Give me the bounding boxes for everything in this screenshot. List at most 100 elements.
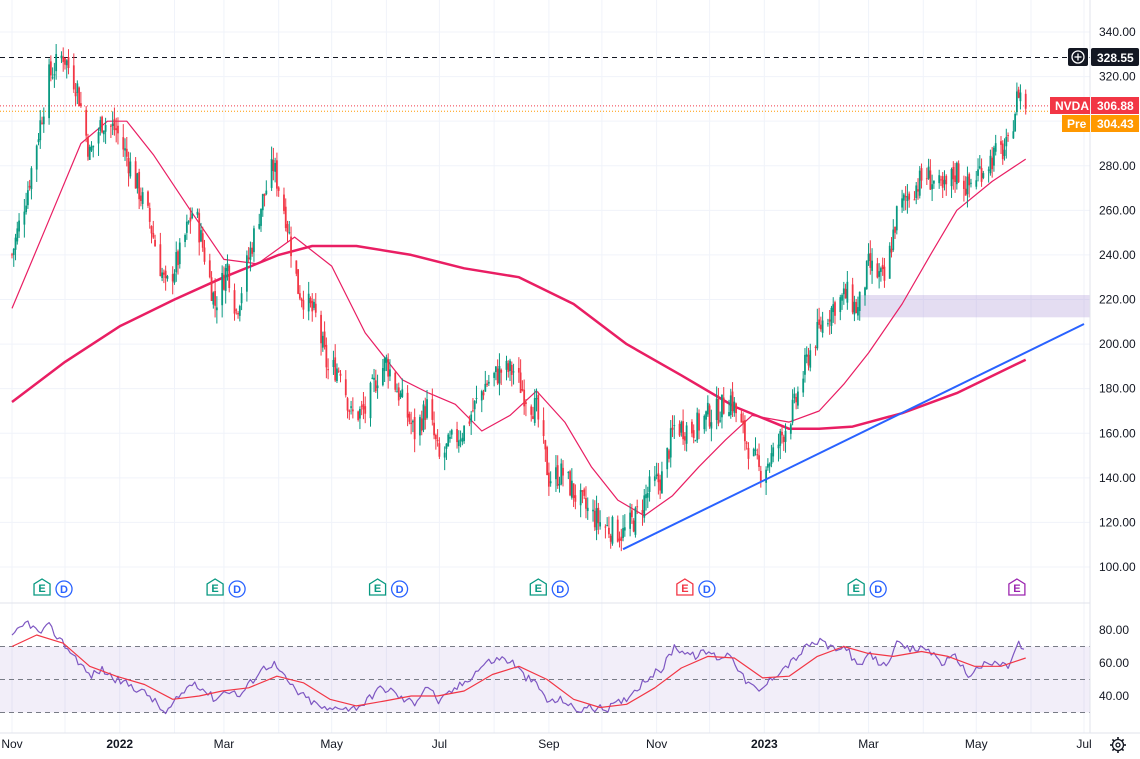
candle <box>595 495 598 541</box>
price-axis[interactable]: 340.00320.00300.00280.00260.00240.00220.… <box>1099 25 1136 574</box>
candle <box>943 170 946 191</box>
candle <box>470 410 473 435</box>
candle <box>827 318 829 327</box>
candle <box>728 399 730 417</box>
candle <box>867 243 870 266</box>
candle <box>65 59 68 79</box>
earnings-icon[interactable] <box>1008 578 1026 596</box>
dividend-icon[interactable] <box>390 580 409 598</box>
candle <box>37 133 40 146</box>
candle <box>456 421 458 449</box>
candle <box>579 483 582 518</box>
candle <box>201 226 204 252</box>
price-tick-label: 240.00 <box>1099 248 1136 262</box>
support-trendline[interactable] <box>622 323 1085 551</box>
candle <box>277 186 280 197</box>
candle <box>851 277 854 315</box>
candle <box>809 343 812 372</box>
candle <box>512 363 515 385</box>
dividend-icon[interactable] <box>228 580 246 598</box>
candle <box>332 350 335 375</box>
candle <box>215 296 218 324</box>
candle <box>339 370 342 383</box>
candle <box>846 270 849 310</box>
dividend-icon[interactable] <box>698 580 716 598</box>
time-axis[interactable]: Nov 2022 Mar May Jul Sep Nov 2023 Mar May Jul <box>1 737 1091 751</box>
candle <box>357 410 360 422</box>
candle <box>72 53 75 93</box>
candle <box>1000 136 1002 155</box>
candle <box>993 145 995 172</box>
gear-icon[interactable] <box>1110 737 1126 753</box>
candle <box>525 399 527 417</box>
candle <box>87 133 89 161</box>
candle <box>883 257 886 288</box>
candle <box>643 489 646 523</box>
candle <box>346 396 349 419</box>
candle <box>906 184 909 214</box>
candle <box>419 414 421 446</box>
candle <box>162 269 165 284</box>
candle <box>932 180 935 189</box>
candle <box>908 191 911 208</box>
candle <box>410 411 413 435</box>
earnings-icon[interactable] <box>206 578 224 596</box>
dividend-icon[interactable] <box>551 580 569 598</box>
candle <box>735 402 737 423</box>
candle <box>733 397 736 417</box>
candle <box>472 398 474 413</box>
candle <box>12 247 15 267</box>
earnings-icon[interactable] <box>368 578 387 596</box>
candle <box>249 241 252 272</box>
candle <box>90 141 93 152</box>
candle <box>1017 86 1020 99</box>
add-alert-button[interactable] <box>1068 48 1088 66</box>
candle <box>927 158 930 180</box>
candle <box>447 432 450 447</box>
earnings-icon[interactable] <box>847 578 865 596</box>
candle <box>203 239 206 265</box>
candle <box>300 297 303 308</box>
candle <box>756 448 759 460</box>
candle <box>938 169 941 189</box>
time-tick-label: May <box>320 737 343 751</box>
earnings-icon[interactable] <box>33 578 51 596</box>
candle <box>742 412 745 434</box>
earnings-icon[interactable] <box>529 578 547 596</box>
dividend-icon[interactable] <box>869 580 887 598</box>
candle <box>41 116 43 125</box>
candle <box>623 514 626 537</box>
candle <box>433 411 435 440</box>
candle <box>173 269 176 285</box>
candle <box>731 382 734 418</box>
rsi-axis[interactable]: 80.00 60.00 40.00 <box>1099 623 1129 703</box>
candle <box>389 359 391 382</box>
candle <box>426 389 428 420</box>
candle <box>842 281 845 305</box>
candle <box>844 283 847 299</box>
event-marker[interactable]: E <box>1008 578 1026 596</box>
dividend-icon[interactable] <box>55 580 73 598</box>
candle <box>11 252 13 259</box>
candle <box>918 166 921 199</box>
candle <box>397 382 400 406</box>
candle <box>777 433 780 462</box>
candle <box>816 308 819 351</box>
trendline[interactable] <box>622 323 1085 551</box>
candle <box>599 510 601 530</box>
candle <box>164 265 167 291</box>
highlight-zone[interactable] <box>859 295 1090 318</box>
candle <box>592 499 594 522</box>
candle <box>1019 84 1022 110</box>
earnings-icon[interactable] <box>676 578 694 596</box>
candle <box>955 161 958 190</box>
candle <box>562 460 564 487</box>
